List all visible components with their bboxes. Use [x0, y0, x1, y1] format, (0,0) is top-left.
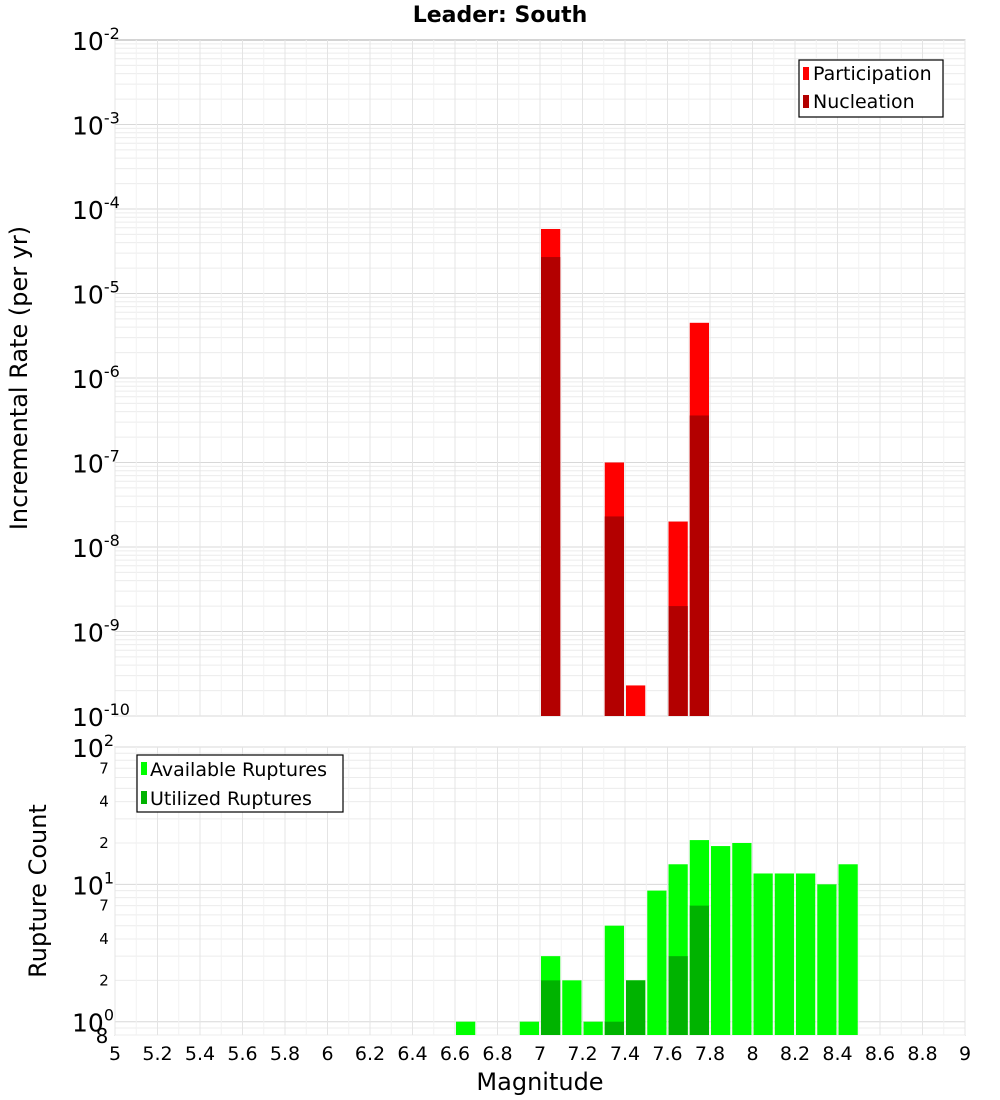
- available-ruptures-bar: [647, 890, 667, 1035]
- utilized-ruptures-bar: [689, 905, 709, 1035]
- available-ruptures-bar: [817, 884, 837, 1035]
- available-ruptures-bar: [732, 843, 752, 1035]
- bottom-plot: 100 101 102 8 2 4 7 2 4 7 5 5.2 5.4 5.6 5.8 6 6.2 6.4 6.6…: [24, 731, 971, 1096]
- participation-bar: [626, 685, 646, 716]
- x-tick-label: 8.8: [907, 1043, 937, 1065]
- bottom-legend: Available Ruptures Utilized Ruptures: [136, 754, 344, 813]
- x-axis-label: Magnitude: [476, 1068, 603, 1096]
- available-ruptures-bar: [774, 873, 794, 1035]
- y-tick-label: 10-9: [72, 616, 120, 648]
- top-legend-box: [798, 59, 944, 118]
- x-tick-label: 5: [109, 1043, 121, 1065]
- x-tick-label: 7.2: [567, 1043, 597, 1065]
- x-tick-label: 6.2: [355, 1043, 385, 1065]
- bottom-y-axis-label: Rupture Count: [24, 804, 52, 978]
- y-minor-tick-label: 2: [99, 971, 109, 989]
- bottom-y-tick-labels: 100 101 102 8 2 4 7 2 4 7: [72, 731, 114, 1048]
- available-ruptures-bar: [519, 1021, 539, 1035]
- x-tick-label: 8.6: [865, 1043, 895, 1065]
- legend-swatch-available: [141, 762, 147, 775]
- utilized-ruptures-bar: [668, 956, 688, 1035]
- y-tick-label: 10-4: [72, 193, 120, 225]
- top-plot: 10-10 10-9 10-8 10-7 10-6 10-5 10-4 10-3 10-2 In…: [5, 24, 966, 732]
- top-y-tick-labels: 10-10 10-9 10-8 10-7 10-6 10-5 10-4 10-3 10-2: [72, 24, 130, 732]
- x-tick-label: 8.2: [780, 1043, 810, 1065]
- available-ruptures-bar: [604, 925, 624, 1035]
- utilized-ruptures-bar: [541, 980, 561, 1035]
- y-tick-label: 100: [72, 1006, 114, 1038]
- bottom-legend-box: [136, 754, 344, 813]
- x-tick-label: 8: [746, 1043, 758, 1065]
- available-ruptures-bar: [838, 864, 858, 1035]
- x-tick-label: 8.4: [822, 1043, 852, 1065]
- legend-swatch-nucleation: [803, 95, 809, 108]
- x-tick-label: 7.6: [652, 1043, 682, 1065]
- x-tick-label: 7.4: [610, 1043, 640, 1065]
- x-tick-label: 5.8: [270, 1043, 300, 1065]
- legend-label-nucleation: Nucleation: [813, 91, 915, 113]
- top-bars: [541, 228, 709, 716]
- nucleation-bar: [604, 516, 624, 716]
- y-tick-label: 10-3: [72, 109, 120, 141]
- top-gridlines: [114, 40, 966, 717]
- y-minor-tick-label: 4: [99, 793, 109, 811]
- y-tick-label: 101: [72, 868, 114, 900]
- available-ruptures-bar: [583, 1021, 603, 1035]
- y-minor-tick-label: 2: [99, 834, 109, 852]
- legend-label-available: Available Ruptures: [150, 759, 327, 781]
- y-minor-tick-label: 8: [96, 1024, 109, 1048]
- available-ruptures-bar: [796, 873, 816, 1035]
- available-ruptures-bar: [711, 846, 731, 1035]
- y-minor-tick-label: 7: [99, 897, 109, 915]
- x-tick-label: 5.2: [142, 1043, 172, 1065]
- y-tick-label: 10-10: [72, 700, 130, 732]
- available-ruptures-bar: [456, 1021, 476, 1035]
- top-y-axis-label: Incremental Rate (per yr): [5, 226, 33, 530]
- x-tick-label: 6.6: [440, 1043, 470, 1065]
- legend-label-utilized: Utilized Ruptures: [150, 788, 312, 810]
- legend-swatch-participation: [803, 67, 809, 80]
- top-legend: Participation Nucleation: [798, 59, 944, 118]
- x-tick-label: 9: [959, 1043, 971, 1065]
- nucleation-bar: [668, 606, 688, 716]
- x-tick-label: 6: [321, 1043, 333, 1065]
- utilized-ruptures-bar: [626, 980, 646, 1035]
- x-tick-label: 7: [534, 1043, 546, 1065]
- bottom-bars: [456, 840, 858, 1035]
- legend-label-participation: Participation: [813, 63, 932, 85]
- legend-swatch-utilized: [141, 791, 147, 804]
- x-tick-label: 5.6: [227, 1043, 257, 1065]
- y-minor-tick-label: 4: [99, 930, 109, 948]
- chart-title: Leader: South: [413, 3, 588, 28]
- x-tick-label: 5.4: [185, 1043, 215, 1065]
- y-tick-label: 10-8: [72, 531, 120, 563]
- x-tick-label: 7.8: [695, 1043, 725, 1065]
- y-minor-tick-label: 7: [99, 759, 109, 777]
- available-ruptures-bar: [753, 873, 773, 1035]
- available-ruptures-bar: [562, 980, 582, 1035]
- y-tick-label: 10-2: [72, 24, 120, 56]
- y-tick-label: 10-6: [72, 362, 120, 394]
- bottom-x-tick-labels: 5 5.2 5.4 5.6 5.8 6 6.2 6.4 6.6 6.8 7 7.2 7.4 7.6 7.8 8…: [109, 1043, 971, 1065]
- y-tick-label: 10-7: [72, 447, 120, 479]
- utilized-ruptures-bar: [604, 1021, 624, 1035]
- y-tick-label: 10-5: [72, 278, 120, 310]
- nucleation-bar: [541, 257, 561, 716]
- x-tick-label: 6.4: [397, 1043, 427, 1065]
- x-tick-label: 6.8: [482, 1043, 512, 1065]
- nucleation-bar: [689, 415, 709, 716]
- y-tick-label: 102: [72, 731, 114, 763]
